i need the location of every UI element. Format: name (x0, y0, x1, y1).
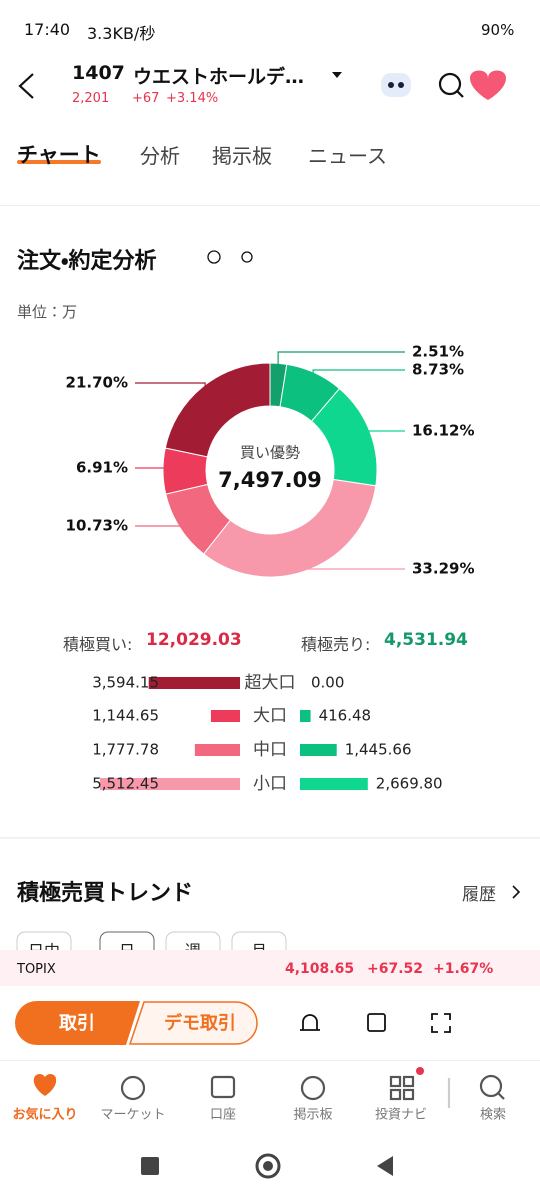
sell-bar (300, 778, 368, 790)
favorite-icon[interactable] (470, 70, 506, 101)
demo-label[interactable]: デモ取引 (164, 1012, 236, 1034)
buy-value: 1,777.78 (92, 741, 159, 759)
leader-line (135, 467, 168, 472)
stock-code: 1407 (72, 62, 125, 84)
tab[interactable]: チャート (17, 143, 101, 167)
price: 2,201 (72, 91, 110, 106)
data-label: 16.12% (412, 422, 474, 440)
data-label: 33.29% (412, 560, 474, 578)
back-icon[interactable] (18, 73, 34, 99)
buy-value: 1,144.65 (92, 707, 159, 725)
sell-value: 2,669.80 (376, 775, 443, 793)
leader-line (135, 382, 206, 391)
category-label: 超大口 (245, 673, 296, 693)
search-icon[interactable] (438, 72, 462, 96)
buy-value: 5,512.45 (92, 775, 159, 793)
tab[interactable]: 分析 (140, 144, 180, 168)
history-link[interactable]: 履歴 (462, 885, 496, 905)
data-label: 8.73% (412, 361, 464, 379)
ticker-change: +67.52 (367, 961, 424, 977)
leader-line (312, 369, 405, 377)
sell-bar (300, 744, 337, 756)
leader-line (135, 525, 184, 527)
trend-title: 積極売買トレンド (17, 881, 194, 906)
buy-bar (100, 778, 240, 790)
sell-label: 積極売り: (301, 635, 371, 654)
buy-bar (148, 677, 240, 689)
buy-total: 12,029.03 (146, 630, 242, 650)
ticker-name: TOPIX (17, 962, 56, 977)
leader-line (307, 565, 405, 570)
leader-line (365, 430, 405, 434)
demo-button[interactable] (128, 1001, 258, 1045)
change-pct: +3.14% (166, 91, 219, 106)
category-label: 中口 (253, 740, 287, 760)
donut-segment (164, 362, 271, 458)
nav-label[interactable]: 掲示板 (293, 1107, 332, 1123)
icons (18, 72, 521, 1108)
category-label: 小口 (253, 774, 287, 794)
category-label: 大口 (253, 706, 287, 726)
tab[interactable]: 掲示板 (212, 144, 272, 168)
divider (0, 205, 540, 206)
center-value: 7,497.09 (218, 468, 322, 492)
ticker-pct: +1.67% (433, 961, 494, 977)
buy-bar (210, 710, 240, 722)
nav-label[interactable]: 口座 (210, 1108, 236, 1123)
buy-label: 積極買い: (63, 635, 133, 654)
unit: 単位：万 (17, 303, 78, 321)
tab[interactable]: ニュース (308, 144, 387, 168)
sell-bar (300, 710, 311, 722)
data-label: 21.70% (66, 374, 128, 392)
trade-label[interactable]: 取引 (59, 1013, 95, 1034)
buy-value: 3,594.15 (92, 674, 159, 692)
nav-label[interactable]: 検索 (480, 1108, 506, 1123)
robot-icon[interactable] (381, 73, 411, 97)
sell-value: 0.00 (311, 674, 344, 692)
nav-label[interactable]: 投資ナビ (375, 1107, 427, 1123)
center-label: 買い優勢 (240, 444, 300, 462)
sell-total: 4,531.94 (384, 630, 468, 650)
dropdown-icon[interactable] (332, 72, 342, 78)
status-speed: 3.3KB/秒 (87, 24, 156, 43)
nav-fav-icon[interactable] (33, 1074, 57, 1096)
donut-segment (202, 478, 377, 578)
change: +67 (132, 91, 160, 106)
nav-label[interactable]: マーケット (100, 1108, 165, 1123)
sell-value: 416.48 (319, 707, 372, 725)
data-label: 2.51% (412, 343, 464, 361)
leader-line (277, 351, 405, 368)
ticker-bar (0, 950, 540, 986)
divider (0, 1060, 540, 1061)
trade-button[interactable] (15, 1001, 140, 1045)
data-label: 10.73% (66, 517, 128, 535)
divider (0, 837, 540, 839)
buy-bar (194, 744, 240, 756)
status-battery: 90% (481, 21, 515, 39)
sell-value: 1,445.66 (345, 741, 412, 759)
tab-underline (17, 160, 101, 164)
ticker-price: 4,108.65 (285, 961, 355, 977)
nav-label[interactable]: お気に入り (12, 1107, 77, 1123)
stock-name[interactable]: ウエストホールデ… (133, 66, 305, 88)
section-title: 注文・約定分析 (17, 249, 157, 274)
status-time: 17:40 (24, 20, 71, 39)
data-label: 6.91% (76, 459, 128, 477)
